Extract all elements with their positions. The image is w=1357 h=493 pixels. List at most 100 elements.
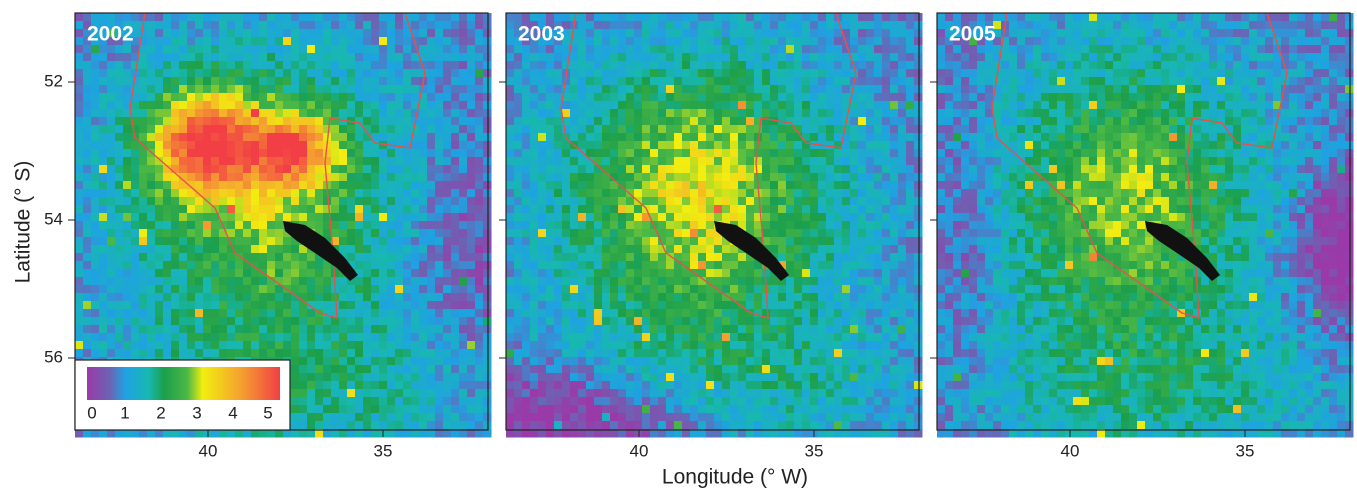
map-cell — [898, 69, 907, 78]
map-cell — [299, 357, 308, 366]
map-cell — [283, 37, 292, 46]
map-cell — [882, 165, 891, 174]
map-cell — [227, 29, 236, 38]
map-cell — [355, 317, 364, 326]
map-cell — [834, 117, 843, 126]
map-cell — [778, 149, 787, 158]
map-cell — [706, 53, 715, 62]
map-cell — [435, 405, 444, 414]
map-cell — [778, 301, 787, 310]
map-cell — [203, 325, 212, 334]
map-cell — [698, 309, 707, 318]
map-cell — [331, 405, 340, 414]
map-cell — [650, 293, 659, 302]
map-cell — [331, 341, 340, 350]
map-cell — [379, 333, 388, 342]
map-cell — [219, 165, 228, 174]
map-cell — [283, 157, 292, 166]
map-cell — [331, 149, 340, 158]
map-cell — [467, 197, 476, 206]
map-cell — [211, 189, 220, 198]
map-cell — [91, 205, 100, 214]
map-cell — [690, 109, 699, 118]
map-cell — [842, 253, 851, 262]
map-cell — [538, 53, 547, 62]
map-cell — [451, 157, 460, 166]
map-cell — [163, 197, 172, 206]
map-cell — [730, 133, 739, 142]
map-cell — [706, 293, 715, 302]
map-cell — [427, 213, 436, 222]
map-cell — [522, 221, 531, 230]
map-cell — [227, 133, 236, 142]
map-cell — [898, 173, 907, 182]
map-cell — [291, 117, 300, 126]
map-cell — [874, 205, 883, 214]
map-cell — [562, 269, 571, 278]
map-cell — [754, 333, 763, 342]
map-cell — [602, 133, 611, 142]
map-cell — [331, 373, 340, 382]
map-cell — [91, 277, 100, 286]
map-cell — [219, 277, 228, 286]
map-cell — [275, 45, 284, 54]
map-cell — [459, 149, 468, 158]
map-cell — [514, 245, 523, 254]
map-cell — [235, 181, 244, 190]
map-cell — [219, 325, 228, 334]
map-cell — [546, 309, 555, 318]
map-cell — [546, 61, 555, 70]
map-cell — [419, 405, 428, 414]
map-cell — [139, 125, 148, 134]
map-cell — [451, 301, 460, 310]
map-cell — [722, 253, 731, 262]
map-cell — [379, 173, 388, 182]
map-cell — [75, 309, 84, 318]
map-cell — [730, 29, 739, 38]
map-cell — [75, 317, 84, 326]
map-cell — [403, 181, 412, 190]
map-cell — [866, 77, 875, 86]
map-cell — [610, 165, 619, 174]
map-cell — [187, 13, 196, 22]
map-cell — [155, 341, 164, 350]
map-cell — [475, 261, 484, 270]
map-cell — [243, 349, 252, 358]
map-cell — [538, 61, 547, 70]
map-cell — [467, 237, 476, 246]
map-cell — [339, 397, 348, 406]
map-cell — [155, 221, 164, 230]
map-cell — [147, 253, 156, 262]
map-cell — [618, 109, 627, 118]
map-cell — [347, 53, 356, 62]
map-cell — [483, 229, 492, 238]
map-cell — [738, 53, 747, 62]
map-cell — [626, 181, 635, 190]
map-cell — [698, 21, 707, 30]
map-cell — [155, 285, 164, 294]
map-cell — [107, 221, 116, 230]
map-cell — [467, 373, 476, 382]
map-cell — [890, 117, 899, 126]
map-cell — [738, 93, 747, 102]
map-cell — [299, 173, 308, 182]
map-cell — [714, 101, 723, 110]
map-cell — [602, 61, 611, 70]
map-cell — [307, 21, 316, 30]
map-cell — [483, 53, 492, 62]
map-cell — [874, 13, 883, 22]
map-cell — [475, 13, 484, 22]
map-cell — [347, 213, 356, 222]
map-cell — [427, 13, 436, 22]
map-cell — [602, 45, 611, 54]
map-cell — [666, 125, 675, 134]
map-cell — [283, 149, 292, 158]
map-cell — [866, 245, 875, 254]
map-cell — [826, 29, 835, 38]
map-cell — [475, 93, 484, 102]
map-cell — [682, 117, 691, 126]
map-cell — [107, 309, 116, 318]
map-cell — [443, 93, 452, 102]
map-cell — [115, 69, 124, 78]
map-cell — [634, 13, 643, 22]
